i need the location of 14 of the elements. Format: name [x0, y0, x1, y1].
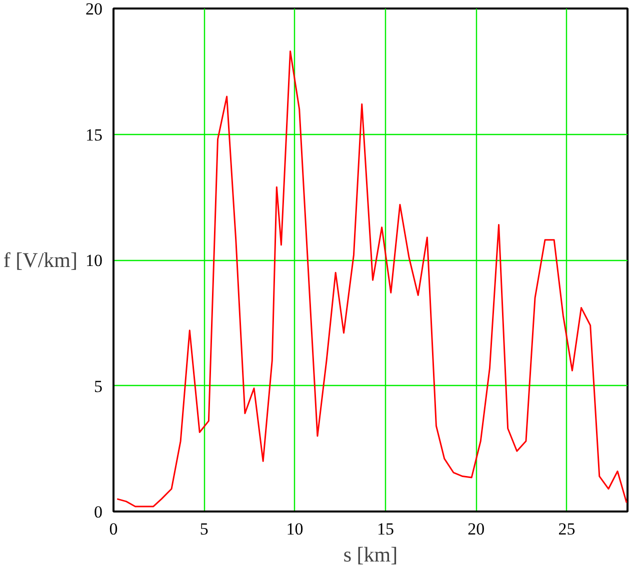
y-axis-title: f [V/km] [3, 248, 78, 272]
x-tick-label: 0 [109, 520, 118, 538]
y-tick-label: 10 [86, 251, 102, 270]
x-tick-label: 15 [376, 520, 394, 538]
y-tick-label: 15 [86, 125, 102, 144]
x-tick-label: 25 [558, 520, 576, 538]
y-tick-label: 0 [94, 502, 102, 522]
y-tick-label: 20 [86, 0, 102, 18]
x-axis-title: s [km] [343, 542, 398, 566]
x-tick-label: 5 [200, 520, 208, 538]
line-series [116, 50, 628, 508]
y-tick-label: 5 [94, 376, 102, 396]
x-tick-label: 10 [286, 520, 304, 538]
x-tick-label: 20 [468, 520, 485, 538]
